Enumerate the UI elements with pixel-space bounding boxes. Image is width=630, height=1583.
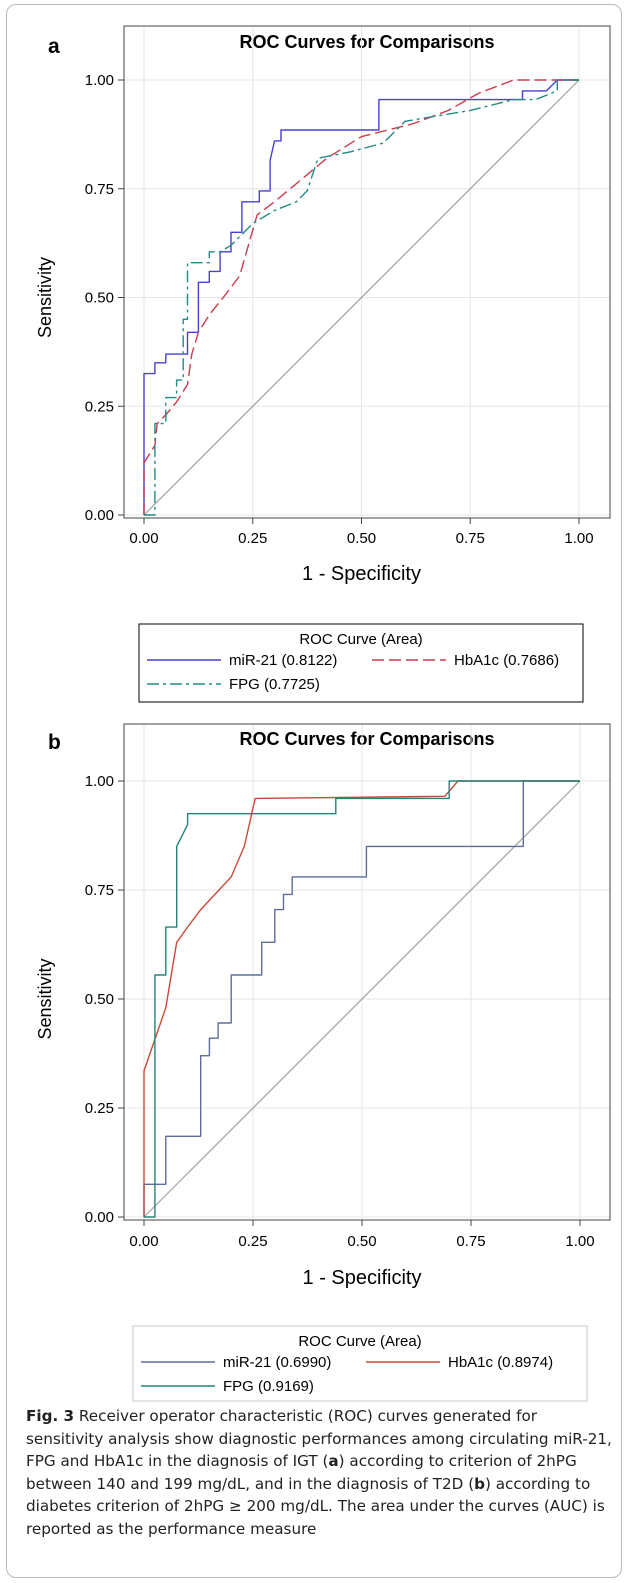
roc-figure: a ROC Curves for Comparisons 0.00 0.25 0.50 0…	[35, 25, 611, 1402]
x-tick-label: 0.50	[347, 1233, 376, 1250]
legend-entry-label: miR-21 (0.8122)	[229, 652, 337, 669]
caption-panel-b-ref: b	[474, 1474, 485, 1493]
x-axis-label-b: 1 - Specificity	[303, 1267, 422, 1289]
y-tick-label: 0.25	[85, 1100, 114, 1117]
y-axis-label-b: Sensitivity	[35, 958, 55, 1039]
caption-text-1: Receiver operator characteristic (ROC) c…	[26, 1407, 612, 1471]
x-axis-label-a: 1 - Specificity	[302, 563, 421, 585]
chart-panel-b: b ROC Curves for Comparisons 0.00 0.25 0.50 0…	[35, 723, 611, 1402]
x-tick-label: 1.00	[565, 1233, 594, 1250]
caption-panel-a-ref: a	[328, 1452, 339, 1471]
y-tick-label: 0.00	[85, 1209, 114, 1226]
x-tick-label: 0.75	[456, 1233, 485, 1250]
caption-text-3: ) according to diabetes criterion of 2hP…	[26, 1474, 605, 1538]
x-tick-label: 1.00	[564, 530, 593, 547]
x-tick-label: 0.00	[129, 1233, 158, 1250]
series-line-hba1c-a	[143, 79, 579, 515]
chart-panel-a: a ROC Curves for Comparisons 0.00 0.25 0.50 0…	[35, 25, 611, 703]
y-tick-label: 0.75	[85, 882, 114, 899]
y-tick-label: 0.50	[85, 290, 114, 307]
series-line-mir-21-a	[143, 79, 579, 515]
figure-caption: Fig. 3 Receiver operator characteristic …	[26, 1405, 616, 1541]
legend-box	[132, 1325, 588, 1402]
legend-entry-label: FPG (0.9169)	[223, 1378, 314, 1395]
figure-label: Fig. 3	[26, 1407, 75, 1425]
series-line-fpg-a	[144, 79, 579, 516]
legend-b: ROC Curve (Area) miR-21 (0.6990) HbA1c (0.…	[132, 1325, 588, 1402]
diagonal-reference-b	[143, 780, 581, 1218]
plot-frame-a	[123, 25, 611, 519]
figure-card: a ROC Curves for Comparisons 0.00 0.25 0.50 0…	[6, 4, 622, 1578]
plot-frame-b	[123, 723, 611, 1221]
x-tick-label: 0.50	[347, 530, 376, 547]
y-tick-label: 1.00	[85, 72, 114, 89]
series-line-hba1c-b	[143, 780, 580, 1217]
grid-a	[124, 26, 610, 518]
chart-title-b: ROC Curves for Comparisons	[239, 729, 494, 749]
x-tick-label: 0.00	[129, 530, 158, 547]
y-tick-label: 0.50	[85, 991, 114, 1008]
x-tick-label: 0.25	[238, 530, 267, 547]
legend-entry-label: HbA1c (0.8974)	[448, 1354, 553, 1371]
y-tick-label: 0.75	[85, 181, 114, 198]
series-line-mir-21-b	[143, 780, 580, 1217]
legend-title: ROC Curve (Area)	[298, 1333, 421, 1350]
legend-entry-label: FPG (0.7725)	[229, 676, 320, 693]
panel-letter-a: a	[48, 35, 60, 58]
x-tick-label: 0.75	[456, 530, 485, 547]
legend-box	[138, 623, 584, 703]
caption-text-2: ) according to criterion of 2hPG between…	[26, 1452, 577, 1493]
y-axis-label-a: Sensitivity	[35, 257, 55, 338]
series-line-fpg-b	[144, 780, 580, 1218]
x-tick-label: 0.25	[238, 1233, 267, 1250]
y-tick-label: 0.25	[85, 398, 114, 415]
legend-a: ROC Curve (Area) miR-21 (0.8122) HbA1c (0.…	[138, 623, 584, 703]
legend-entry-label: HbA1c (0.7686)	[454, 652, 559, 669]
panel-letter-b: b	[48, 731, 61, 754]
diagonal-reference-a	[143, 79, 580, 516]
y-tick-label: 1.00	[85, 773, 114, 790]
legend-entry-label: miR-21 (0.6990)	[223, 1354, 331, 1371]
legend-title: ROC Curve (Area)	[299, 631, 422, 648]
y-tick-label: 0.00	[85, 507, 114, 524]
chart-title-a: ROC Curves for Comparisons	[239, 32, 494, 52]
